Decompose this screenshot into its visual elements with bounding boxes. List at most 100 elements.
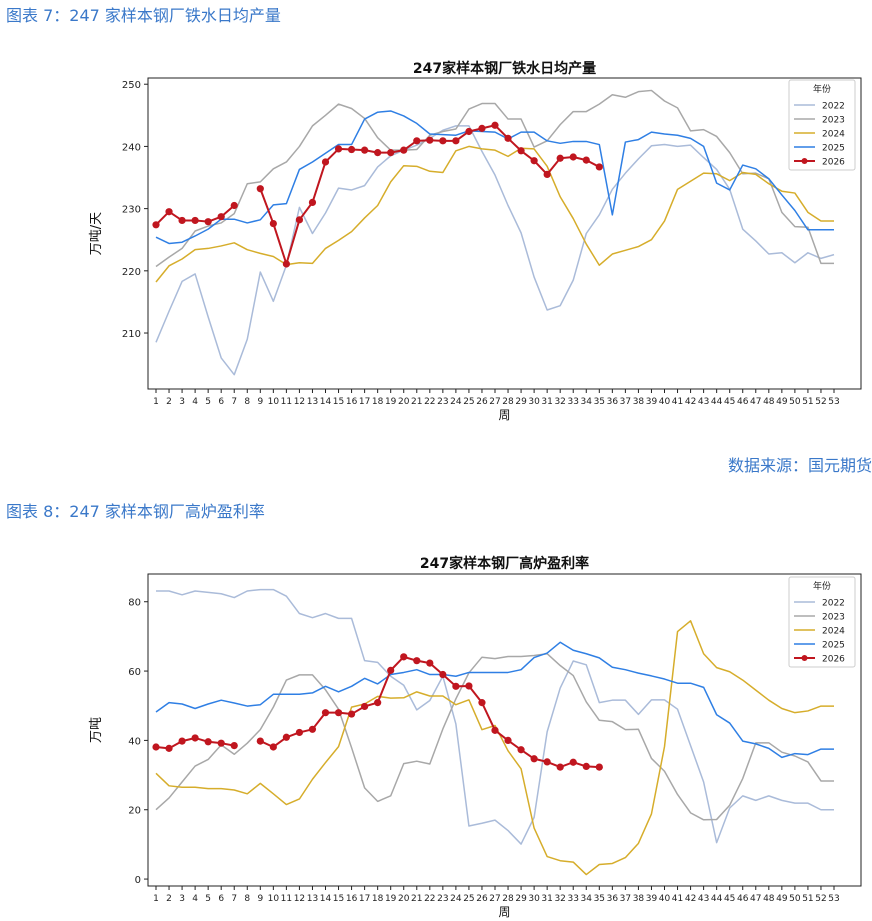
x-tick-label: 4 [192,397,198,407]
x-tick-label: 36 [607,894,619,904]
x-tick-label: 32 [554,894,565,904]
x-tick-label: 32 [554,397,565,407]
x-tick-label: 7 [231,894,237,904]
point-2026-w1 [152,221,160,229]
point-2026-w11 [282,733,290,741]
x-tick-label: 12 [294,894,305,904]
legend-marker-2026 [801,655,808,661]
x-tick-label: 42 [685,894,696,904]
point-2026-w14 [321,709,330,717]
series-line-2025 [155,110,834,245]
x-tick-label: 20 [398,894,410,904]
x-tick-label: 44 [711,894,723,904]
point-2026-w23 [439,670,447,679]
point-2026-w30 [530,755,538,763]
x-tick-label: 41 [672,894,683,904]
point-2026-w7 [230,201,238,210]
point-2026-w12 [295,216,304,224]
point-2026-w16 [347,145,356,154]
figure-7-caption: 图表 7：247 家样本钢厂铁水日均产量 [6,6,281,25]
point-2026-w3 [178,737,186,745]
point-2026-w18 [374,699,382,707]
x-tick-label: 50 [789,397,801,407]
point-2026-w35 [595,763,603,771]
point-2026-w13 [308,725,317,733]
x-tick-label: 2 [166,894,172,904]
point-2026-w28 [504,736,512,744]
point-2026-w29 [517,746,525,754]
x-tick-label: 46 [737,397,749,407]
point-2026-w22 [426,136,434,144]
legend-label-2026: 2026 [822,158,845,168]
point-2026-w33 [569,758,577,766]
x-tick-label: 22 [424,397,435,407]
x-tick-label: 8 [244,397,250,407]
point-2026-w24 [452,137,460,145]
legend: 年份 2022 2023 2024 2025 2026 [788,79,856,171]
legend-label-2022: 2022 [822,102,845,112]
x-tick-label: 17 [359,894,370,904]
point-2026-w33 [569,153,577,161]
x-tick-label: 35 [594,397,605,407]
point-2026-w15 [334,145,343,153]
x-tick-label: 48 [763,894,775,904]
point-2026-w35 [595,163,603,171]
series-line-2022 [156,588,834,845]
series-line-2024 [155,145,834,283]
x-tick-label: 26 [476,894,488,904]
y-tick-label: 250 [122,80,141,91]
point-2026-w17 [361,702,369,711]
x-tick-label: 47 [750,894,761,904]
x-tick-label: 13 [307,894,318,904]
point-2026-w15 [334,709,343,717]
point-2026-w17 [361,146,369,154]
x-tick-label: 18 [372,397,384,407]
x-tick-label: 44 [711,397,723,407]
legend-label-2025: 2025 [822,641,845,651]
point-2026-w5 [204,218,212,226]
y-tick-label: 60 [128,667,141,678]
x-tick-label: 11 [281,894,292,904]
x-tick-label: 2 [166,397,172,407]
x-tick-label: 7 [231,397,237,407]
x-tick-label: 36 [607,397,619,407]
data-source-note: 数据来源：国元期货 [727,456,872,475]
legend: 年份 2022 2023 2024 2025 2026 [788,576,856,668]
legend-label-2023: 2023 [822,116,845,126]
x-tick-label: 40 [659,397,671,407]
point-2026-w21 [413,137,421,145]
x-tick-label: 42 [685,397,696,407]
x-tick-label: 49 [776,397,788,407]
x-tick-label: 39 [646,894,658,904]
x-tick-label: 6 [218,894,224,904]
point-2026-w19 [387,666,395,674]
point-2026-w9 [256,185,264,193]
legend-title: 年份 [813,83,831,95]
x-tick-label: 47 [750,397,761,407]
x-tick-label: 13 [307,397,318,407]
y-tick-label: 210 [122,329,141,340]
point-2026-w25 [465,127,473,136]
legend-marker-2026 [801,158,808,164]
x-tick-label: 11 [281,397,292,407]
y-tick-label: 0 [135,875,141,886]
x-tick-label: 25 [463,397,474,407]
y-tick-label: 230 [122,205,141,216]
x-tick-label: 46 [737,894,749,904]
x-tick-label: 10 [268,894,280,904]
point-2026-w30 [530,157,538,165]
x-tick-label: 9 [257,894,263,904]
x-tick-label: 45 [724,397,735,407]
x-tick-label: 50 [789,894,801,904]
x-tick-label: 45 [724,894,735,904]
x-axis-label: 周 [498,905,510,919]
x-tick-label: 37 [620,397,631,407]
figure-8-caption: 图表 8：247 家样本钢厂高炉盈利率 [6,502,265,521]
x-tick-label: 37 [620,894,631,904]
x-tick-label: 16 [346,397,358,407]
point-2026-w13 [308,198,317,206]
plot-frame [147,573,862,887]
x-tick-label: 15 [333,397,344,407]
x-tick-label: 9 [257,397,263,407]
